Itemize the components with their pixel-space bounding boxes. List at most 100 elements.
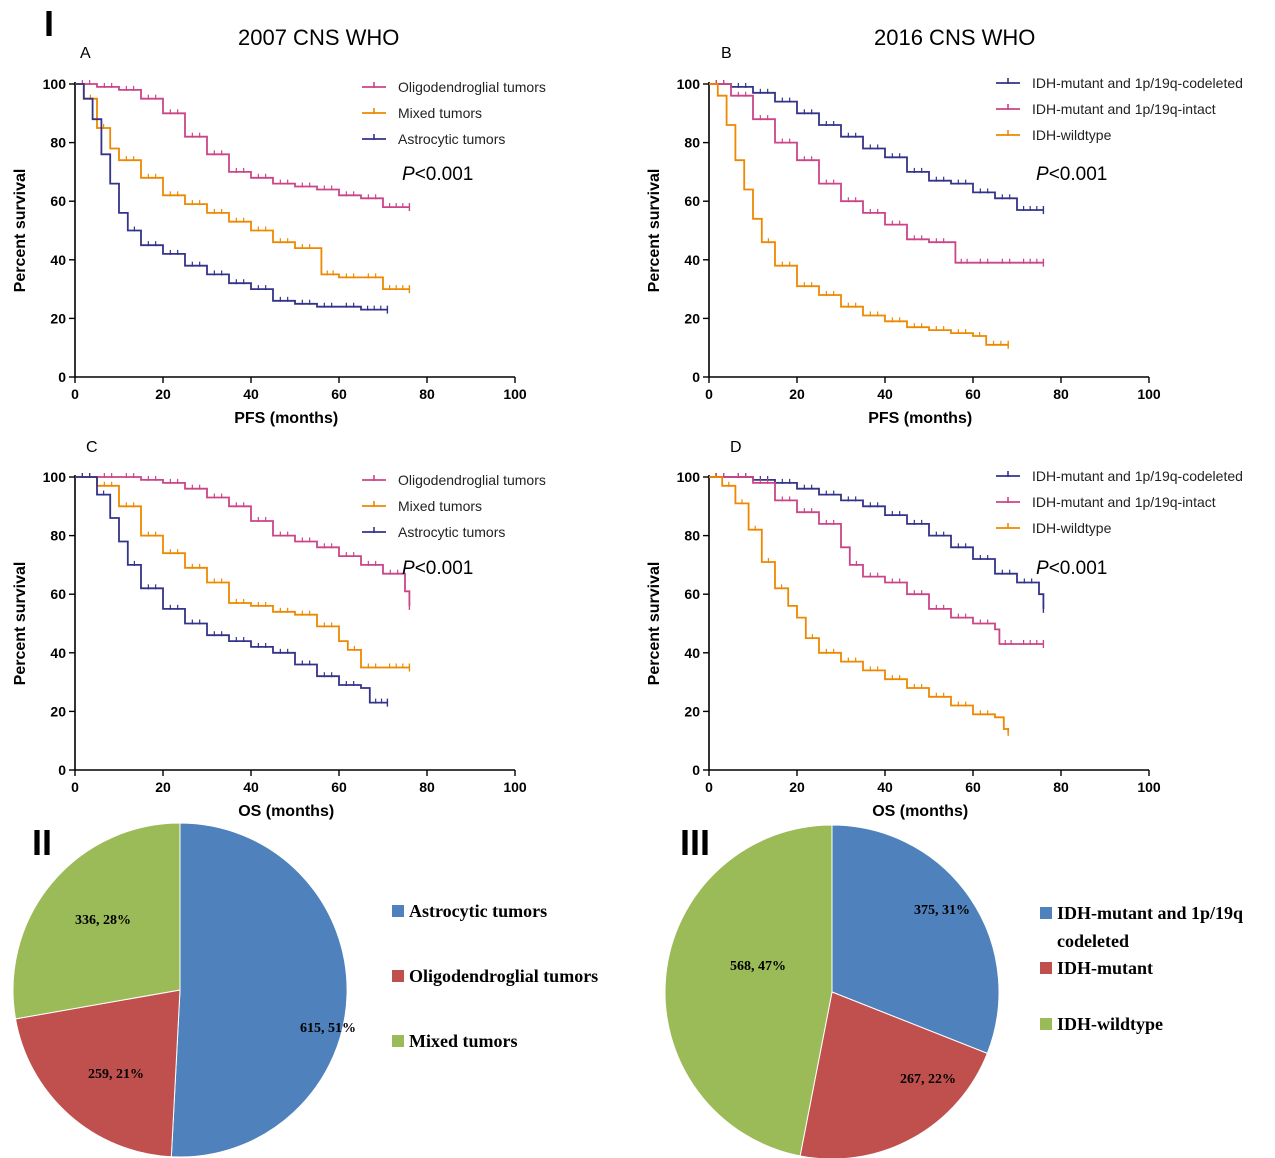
x-tick-label: 0 xyxy=(71,779,79,795)
series-line xyxy=(75,83,410,290)
y-tick-label: 40 xyxy=(684,252,700,268)
pie-legend-label: Astrocytic tumors xyxy=(409,901,547,921)
legend-label: Oligodendroglial tumors xyxy=(398,472,546,488)
x-tick-label: 80 xyxy=(419,386,435,402)
x-tick-label: 100 xyxy=(1137,779,1161,795)
series-line xyxy=(75,83,410,208)
pie-legend-swatch xyxy=(1040,962,1052,974)
y-axis-label: Percent survival xyxy=(646,169,663,293)
series-line xyxy=(75,476,388,704)
p-value-text: <0.001 xyxy=(415,164,474,185)
pie-slice xyxy=(14,989,181,1158)
pie-legend-swatch xyxy=(1040,907,1052,919)
section-label-II: II xyxy=(32,822,52,863)
x-tick-label: 20 xyxy=(789,386,805,402)
y-tick-label: 0 xyxy=(58,762,66,778)
x-axis-label: OS (months) xyxy=(872,803,968,820)
pie-slice-label: 259, 21% xyxy=(88,1067,144,1082)
x-tick-label: 40 xyxy=(243,779,259,795)
pie-slice-label: 267, 22% xyxy=(900,1072,956,1087)
pie-legend-label: IDH-mutant xyxy=(1057,958,1153,978)
legend-label: IDH-wildtype xyxy=(1032,127,1112,143)
x-tick-label: 20 xyxy=(155,386,171,402)
p-value: P<0.001 xyxy=(402,164,473,185)
y-tick-label: 40 xyxy=(50,252,66,268)
legend-label: IDH-mutant and 1p/19q-intact xyxy=(1032,494,1216,510)
y-tick-label: 0 xyxy=(58,369,66,385)
pie-legend-swatch xyxy=(392,970,404,982)
series-line xyxy=(709,476,1044,645)
km-panel-a: A 0 20 40 60 80 100 0 20 40 60 80 100 PFS (months) Per… xyxy=(12,45,546,427)
y-tick-label: 20 xyxy=(50,703,66,719)
x-tick-label: 20 xyxy=(789,779,805,795)
y-tick-label: 100 xyxy=(677,76,701,92)
legend-label: IDH-mutant and 1p/19q-intact xyxy=(1032,101,1216,117)
pie-panel-iii: 375, 31% IDH-mutant and 1p/19q codeleted 26… xyxy=(664,824,1243,1158)
p-value-text: <0.001 xyxy=(1049,558,1108,579)
x-tick-label: 100 xyxy=(1137,386,1161,402)
legend-label: Oligodendroglial tumors xyxy=(398,79,546,95)
y-tick-label: 40 xyxy=(50,645,66,661)
y-tick-label: 100 xyxy=(43,76,67,92)
x-tick-label: 100 xyxy=(503,386,527,402)
series-line xyxy=(709,476,1010,732)
km-panel-b: B 0 20 40 60 80 100 0 20 40 60 80 100 PFS (months) Per… xyxy=(646,45,1243,427)
pie-slice-label: 568, 47% xyxy=(730,959,786,974)
legend-label: Mixed tumors xyxy=(398,498,482,514)
pie-legend-label: Oligodendroglial tumors xyxy=(409,966,598,986)
pie-legend-label: codeleted xyxy=(1057,931,1129,951)
series-line xyxy=(75,476,410,669)
pie-slice xyxy=(799,991,988,1158)
p-value-text: <0.001 xyxy=(415,558,474,579)
y-tick-label: 60 xyxy=(50,193,66,209)
legend-label: IDH-mutant and 1p/19q-codeleted xyxy=(1032,468,1243,484)
x-tick-label: 80 xyxy=(419,779,435,795)
x-axis-label: PFS (months) xyxy=(868,410,972,427)
section-label-III: III xyxy=(680,822,710,863)
y-tick-label: 60 xyxy=(50,586,66,602)
pie-slice xyxy=(170,822,348,1158)
km-panel-d: D 0 20 40 60 80 100 0 20 40 60 80 100 OS (months) Perc… xyxy=(646,439,1243,820)
title-2007: 2007 CNS WHO xyxy=(238,25,399,50)
panel-letter: B xyxy=(721,45,732,62)
x-tick-label: 40 xyxy=(877,386,893,402)
y-tick-label: 40 xyxy=(684,645,700,661)
y-tick-label: 100 xyxy=(677,469,701,485)
y-tick-label: 20 xyxy=(684,310,700,326)
series-line xyxy=(75,476,411,606)
panel-letter: A xyxy=(80,45,91,62)
pie-legend-swatch xyxy=(392,905,404,917)
pie-legend-label: IDH-mutant and 1p/19q xyxy=(1057,903,1243,923)
section-label-I: I xyxy=(44,3,54,44)
series-line xyxy=(709,83,1009,346)
pie-legend-swatch xyxy=(1040,1018,1052,1030)
pie-slice-label: 615, 51% xyxy=(300,1021,356,1036)
x-axis-label: OS (months) xyxy=(238,803,334,820)
y-tick-label: 80 xyxy=(50,135,66,151)
x-tick-label: 80 xyxy=(1053,779,1069,795)
y-axis-label: Percent survival xyxy=(12,562,29,686)
pie-slice xyxy=(664,824,833,1157)
y-axis-label: Percent survival xyxy=(12,169,29,293)
p-value-text: <0.001 xyxy=(1049,164,1108,185)
pie-slice xyxy=(831,824,1000,1055)
legend-label: IDH-mutant and 1p/19q-codeleted xyxy=(1032,75,1243,91)
pie-legend-label: Mixed tumors xyxy=(409,1031,517,1051)
x-tick-label: 40 xyxy=(243,386,259,402)
panel-letter: C xyxy=(86,439,98,456)
y-tick-label: 60 xyxy=(684,193,700,209)
x-tick-label: 20 xyxy=(155,779,171,795)
series-line xyxy=(709,476,1045,609)
x-tick-label: 60 xyxy=(965,386,981,402)
title-2016: 2016 CNS WHO xyxy=(874,25,1035,50)
series-line xyxy=(709,83,1044,264)
y-tick-label: 80 xyxy=(50,528,66,544)
p-value: P<0.001 xyxy=(1036,558,1107,579)
y-tick-label: 80 xyxy=(684,135,700,151)
x-tick-label: 80 xyxy=(1053,386,1069,402)
x-tick-label: 60 xyxy=(331,779,347,795)
x-tick-label: 60 xyxy=(965,779,981,795)
p-value-symbol: P xyxy=(402,558,415,579)
y-tick-label: 0 xyxy=(692,369,700,385)
